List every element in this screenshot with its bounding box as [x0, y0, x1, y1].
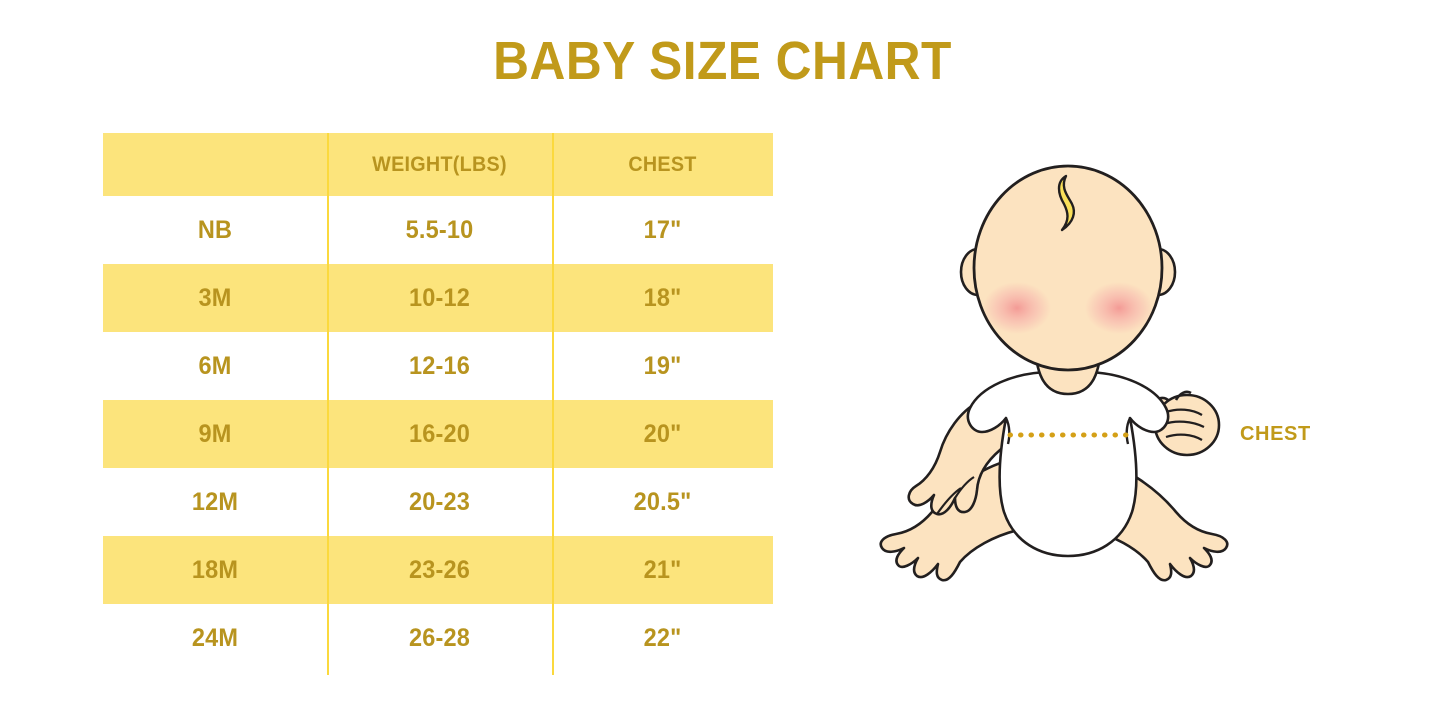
chest-cell: 20" — [643, 419, 682, 448]
left-hand-finger-line — [936, 487, 962, 515]
left-hand-finger-line — [954, 476, 975, 499]
weight-cell: 16-20 — [408, 419, 471, 448]
weight-cell: 26-28 — [408, 623, 471, 652]
chest-measure-label: CHEST — [1240, 423, 1311, 445]
table-row: 9M 16-20 20" — [103, 400, 773, 468]
baby-icon — [879, 164, 1229, 582]
chest-cell: 18" — [643, 283, 682, 312]
table-row: 18M 23-26 21" — [103, 536, 773, 604]
table-body: WEIGHT(LBS) CHEST NB 5.5-10 17" 3M 10-12 18" 6M 1… — [103, 133, 773, 672]
page-title: BABY SIZE CHART — [493, 31, 952, 91]
weight-cell: 5.5-10 — [405, 215, 474, 244]
right-sleeve-cuff — [1125, 417, 1132, 445]
right-hand-thumb — [1174, 390, 1192, 401]
size-cell: 24M — [191, 623, 239, 652]
column-divider-2 — [552, 133, 554, 675]
chest-cell: 22" — [643, 623, 682, 652]
table-header-row: WEIGHT(LBS) CHEST — [103, 133, 773, 196]
column-header-1 — [110, 133, 321, 196]
chest-cell: 21" — [643, 555, 682, 584]
chest-cell: 17" — [643, 215, 682, 244]
seated-baby-illustration — [860, 150, 1280, 610]
column-header-3: CHEST — [628, 152, 697, 176]
right-hand-finger-line — [1165, 433, 1203, 441]
onesie-body — [966, 370, 1170, 558]
right-cheek-blush — [1085, 282, 1153, 334]
weight-cell: 10-12 — [408, 283, 471, 312]
size-cell: 12M — [191, 487, 239, 516]
table-row: 6M 12-16 19" — [103, 332, 773, 400]
chest-cell: 20.5" — [633, 487, 692, 516]
size-cell: 6M — [198, 351, 232, 380]
size-cell: 9M — [198, 419, 232, 448]
size-cell: 18M — [191, 555, 239, 584]
weight-cell: 23-26 — [408, 555, 471, 584]
left-cheek-blush — [983, 282, 1051, 334]
table-row: 12M 20-23 20.5" — [103, 468, 773, 536]
size-table: WEIGHT(LBS) CHEST NB 5.5-10 17" 3M 10-12 18" 6M 1… — [103, 133, 773, 675]
table-row: 3M 10-12 18" — [103, 264, 773, 332]
size-cell: 3M — [198, 283, 232, 312]
column-divider-1 — [327, 133, 329, 675]
table-row: NB 5.5-10 17" — [103, 196, 773, 264]
chest-cell: 19" — [643, 351, 682, 380]
column-header-2: WEIGHT(LBS) — [372, 152, 507, 176]
right-hand-finger-line — [1165, 408, 1203, 416]
weight-cell: 12-16 — [408, 351, 471, 380]
size-cell: NB — [197, 215, 233, 244]
weight-cell: 20-23 — [408, 487, 471, 516]
left-sleeve-cuff — [1004, 417, 1011, 445]
table-row: 24M 26-28 22" — [103, 604, 773, 672]
hair-curl — [1057, 174, 1076, 232]
